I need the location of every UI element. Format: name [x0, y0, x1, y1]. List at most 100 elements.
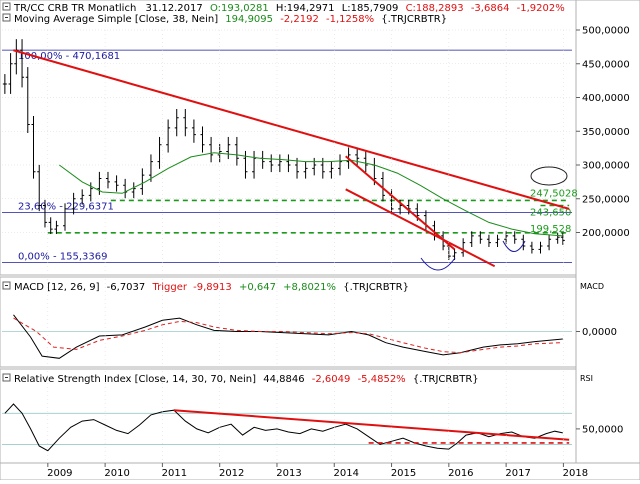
price-bar[interactable] — [131, 182, 136, 199]
price-bar[interactable] — [538, 241, 543, 254]
fib-level-label: 0,00% - 155,3369 — [18, 252, 107, 263]
price-trend-line[interactable] — [345, 155, 456, 251]
price-bar[interactable] — [486, 234, 491, 247]
price-bar[interactable] — [478, 231, 483, 244]
price-bar[interactable] — [105, 171, 110, 189]
macd-panel-frame — [0, 276, 577, 368]
price-bar[interactable] — [303, 161, 308, 179]
price-bar[interactable] — [277, 154, 282, 173]
price-bar[interactable] — [209, 136, 214, 163]
price-bar[interactable] — [269, 154, 274, 173]
price-bar[interactable] — [243, 150, 248, 179]
sma-line[interactable] — [59, 152, 563, 237]
price-bar[interactable] — [71, 192, 76, 215]
price-bar[interactable] — [234, 136, 239, 166]
collapse-icon[interactable] — [2, 2, 11, 11]
price-bar[interactable] — [191, 119, 196, 143]
price-bar[interactable] — [31, 115, 36, 179]
price-grid — [2, 29, 572, 233]
price-bar[interactable] — [37, 164, 42, 212]
x-axis-tick-label: 2010 — [104, 468, 129, 479]
price-bar[interactable] — [200, 126, 205, 153]
collapse-icon[interactable] — [2, 373, 11, 382]
x-axis-area[interactable] — [0, 462, 640, 481]
rsi-line[interactable] — [4, 403, 563, 452]
price-panel-frame — [0, 0, 577, 276]
price-y-tick-label: 450,0000 — [582, 59, 630, 70]
price-bar[interactable] — [20, 39, 25, 88]
x-axis-tick-label: 2014 — [334, 468, 359, 479]
price-bar[interactable] — [174, 109, 179, 137]
price-bar[interactable] — [166, 119, 171, 153]
price-bar[interactable] — [295, 157, 300, 179]
price-bar[interactable] — [54, 220, 59, 234]
price-bar[interactable] — [42, 199, 47, 228]
price-bar[interactable] — [148, 154, 153, 182]
rsi-panel-frame — [0, 368, 577, 464]
price-bar[interactable] — [88, 182, 93, 202]
price-y-tick-label: 500,0000 — [582, 26, 630, 37]
price-bar[interactable] — [461, 238, 466, 257]
support-level-label: 199,528 — [530, 224, 571, 235]
price-bar[interactable] — [363, 150, 368, 173]
x-axis-tick-label: 2011 — [162, 468, 187, 479]
price-bar[interactable] — [183, 109, 188, 137]
rsi-trend-line[interactable] — [173, 409, 570, 441]
fib-level-label: 23,60% - 229,6371 — [18, 201, 114, 212]
top-ellipse-marker — [530, 166, 568, 186]
price-y-tick-label: 200,0000 — [582, 228, 630, 239]
price-bar[interactable] — [560, 232, 565, 245]
price-bar[interactable] — [25, 67, 30, 134]
price-y-tick-label: 350,0000 — [582, 127, 630, 138]
bottom-arc-marker-2 — [502, 240, 526, 252]
price-bar[interactable] — [495, 234, 500, 247]
x-axis-tick-label: 2009 — [47, 468, 72, 479]
price-bars[interactable] — [2, 39, 565, 261]
price-y-tick-label: 400,0000 — [582, 93, 630, 104]
price-bar[interactable] — [355, 147, 360, 166]
price-bar[interactable] — [226, 136, 231, 160]
macd-group[interactable]: 0,0000 — [2, 314, 617, 359]
price-bar[interactable] — [380, 171, 385, 202]
price-y-tick-label: 300,0000 — [582, 161, 630, 172]
price-bar[interactable] — [547, 234, 552, 251]
price-trend-line[interactable] — [345, 188, 496, 268]
price-bar[interactable] — [512, 231, 517, 244]
x-axis-tick-label: 2018 — [563, 468, 588, 479]
rsi-group[interactable]: 50,0000 — [2, 403, 623, 452]
price-y-axis: 500,0000 450,0000 400,0000 350,0000 300,0000… — [576, 26, 630, 239]
price-bar[interactable] — [406, 199, 411, 215]
price-bar[interactable] — [504, 231, 509, 244]
trend-lines[interactable] — [13, 49, 570, 268]
price-bar[interactable] — [2, 74, 7, 94]
price-trend-line[interactable] — [13, 49, 570, 210]
collapse-icon[interactable] — [2, 13, 11, 22]
price-bar[interactable] — [329, 161, 334, 179]
x-axis-ticks: 2009 2010 2011 2012 2013 2014 2015 2016 2017 2018 — [47, 30, 588, 479]
price-bar[interactable] — [114, 175, 119, 192]
price-bar[interactable] — [252, 150, 257, 179]
macd-trigger-line[interactable] — [13, 317, 563, 354]
rsi-panel-label: RSI — [580, 374, 593, 383]
bottom-arc-marker-1 — [420, 257, 456, 271]
support-level-label: 247,5028 — [530, 188, 578, 199]
price-bar[interactable] — [63, 203, 68, 231]
price-bar[interactable] — [555, 232, 560, 244]
price-bar[interactable] — [312, 157, 317, 176]
price-bar[interactable] — [80, 189, 85, 205]
collapse-icon[interactable] — [2, 281, 11, 290]
price-bar[interactable] — [8, 53, 13, 94]
price-bar[interactable] — [521, 234, 526, 251]
price-bar[interactable] — [48, 217, 53, 234]
macd-line[interactable] — [13, 314, 563, 359]
price-bar[interactable] — [286, 154, 291, 173]
header-instrument: TR/CC CRB TR Monatlich 31.12.2017 O:193,… — [13, 3, 565, 14]
price-bar[interactable] — [469, 231, 474, 247]
price-bar[interactable] — [337, 154, 342, 176]
price-bar[interactable] — [529, 241, 534, 254]
price-bar[interactable] — [140, 168, 145, 195]
price-y-tick-label: 250,0000 — [582, 194, 630, 205]
price-bar[interactable] — [157, 136, 162, 169]
sma-line-group[interactable] — [59, 152, 563, 237]
